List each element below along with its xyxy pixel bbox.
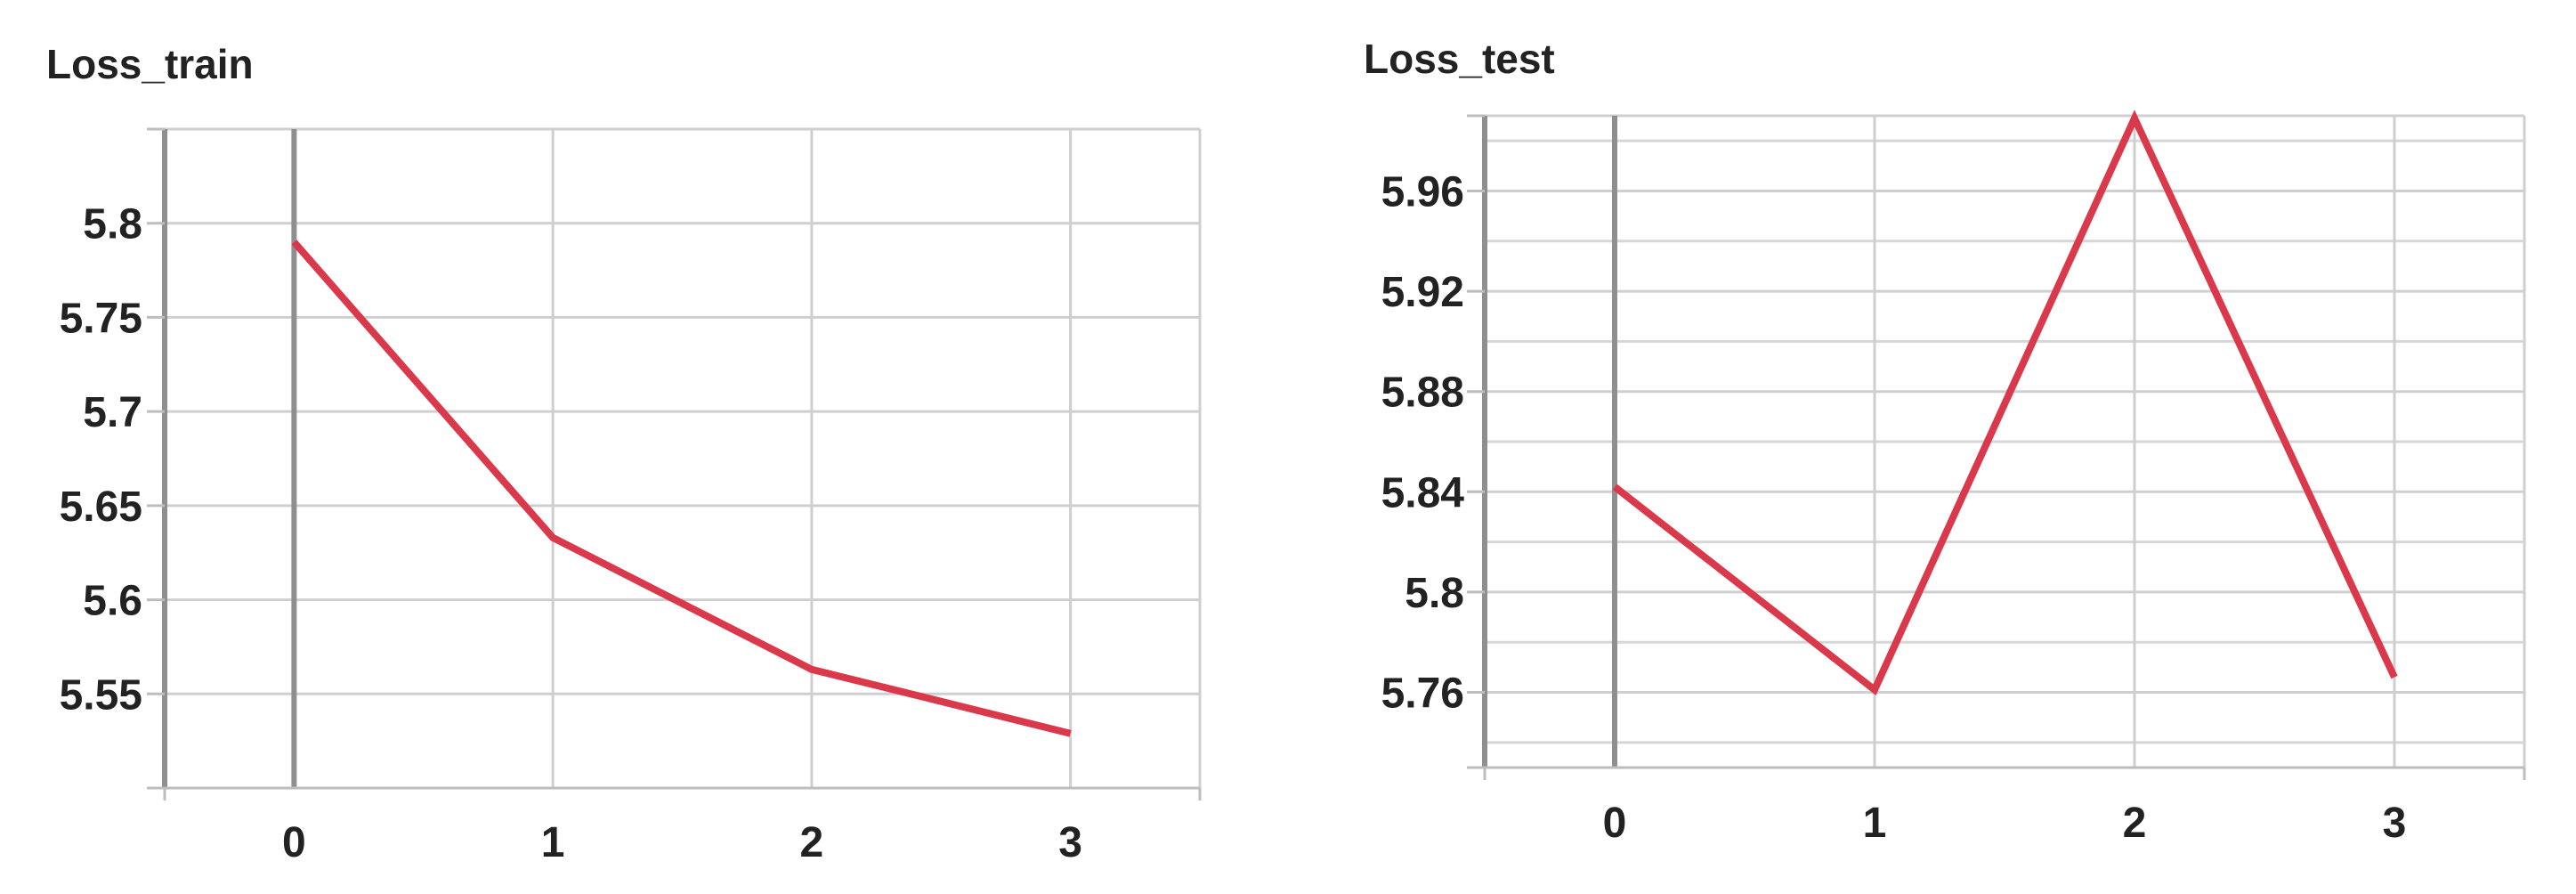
y-tick-label: 5.55 [60,671,142,719]
y-tick-label: 5.8 [1405,570,1464,617]
loss-train-chart: Loss_train 5.55 5.6 5.65 5.7 5.75 5.8 0 1 2 3 [46,41,1202,866]
grid [165,127,1202,788]
x-tick-labels: 0 1 2 3 [1603,800,2407,847]
y-tick-label: 5.7 [83,389,142,436]
y-tick-label: 5.6 [83,578,142,625]
series-line [291,240,1072,737]
y-tick-label: 5.8 [83,201,142,248]
y-tick-label: 5.88 [1381,370,1464,417]
loss-test-chart: Loss_test 5.76 5.8 5.84 5.88 5.92 5.96 0 1 2 3 [1364,36,2526,847]
chart-title: Loss_train [46,41,254,87]
y-tick-label: 5.76 [1381,670,1464,718]
axes [1467,114,2526,780]
x-tick-label: 2 [2123,800,2147,847]
y-tick-label: 5.75 [60,295,142,342]
x-tick-label: 0 [282,819,306,866]
y-tick-label: 5.92 [1381,269,1464,316]
series-line [1612,110,2398,695]
x-tick-label: 0 [1603,800,1627,847]
series-layer [291,240,1072,737]
y-tick-labels: 5.76 5.8 5.84 5.88 5.92 5.96 [1381,168,1465,717]
y-tick-labels: 5.55 5.6 5.65 5.7 5.75 5.8 [60,201,142,719]
y-tick-label: 5.84 [1381,469,1465,516]
y-tick-label: 5.65 [60,484,142,531]
x-tick-label: 3 [2383,800,2407,847]
x-tick-label: 1 [1863,800,1887,847]
grid [1485,114,2526,768]
series-layer [1612,110,2398,695]
axes [147,127,1202,801]
x-tick-label: 2 [800,819,824,866]
x-tick-labels: 0 1 2 3 [282,819,1082,866]
x-tick-label: 3 [1058,819,1082,866]
y-tick-label: 5.96 [1381,168,1464,215]
x-tick-label: 1 [541,819,565,866]
chart-title: Loss_test [1364,36,1555,82]
